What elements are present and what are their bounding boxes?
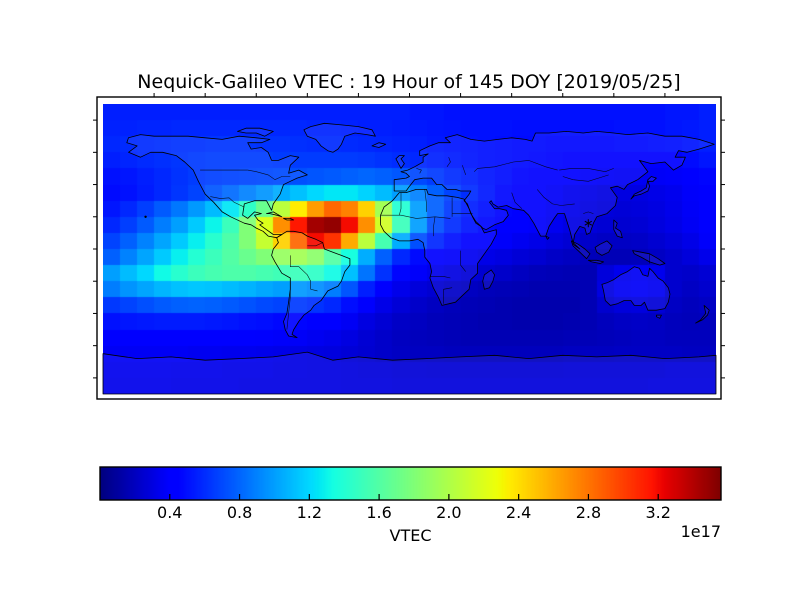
colorbar-tick-label: 0.8 [226,503,253,522]
colorbar-tick-label: 0.4 [157,503,183,522]
vtec-heatmap-canvas [103,104,716,394]
colorbar-label: VTEC [389,526,432,545]
colorbar-gradient-canvas [100,467,721,500]
colorbar-tick-label: 1.6 [366,503,392,522]
chart-title: Nequick-Galileo VTEC : 19 Hour of 145 DO… [137,71,681,93]
colorbar-offset-text: 1e17 [680,522,721,541]
colorbar-tick-label: 2.4 [505,503,532,522]
colorbar-tick-label: 2.0 [436,503,462,522]
colorbar-tick-label: 2.8 [575,503,602,522]
colorbar-tick-label: 3.2 [645,503,671,522]
colorbar-tick-label: 1.2 [296,503,323,522]
